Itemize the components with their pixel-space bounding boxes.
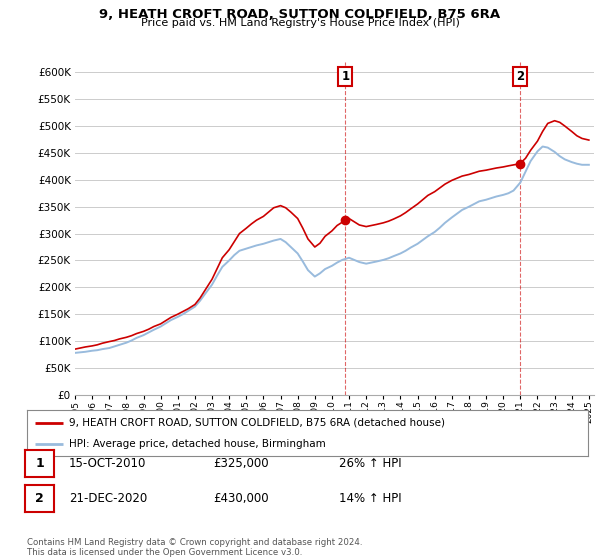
Text: 9, HEATH CROFT ROAD, SUTTON COLDFIELD, B75 6RA: 9, HEATH CROFT ROAD, SUTTON COLDFIELD, B… [100,8,500,21]
Text: 2: 2 [35,492,44,505]
Text: £430,000: £430,000 [213,492,269,505]
Text: 1: 1 [35,456,44,470]
Text: HPI: Average price, detached house, Birmingham: HPI: Average price, detached house, Birm… [69,439,326,449]
Text: 1: 1 [341,70,350,83]
Text: 2: 2 [516,70,524,83]
Text: 15-OCT-2010: 15-OCT-2010 [69,456,146,470]
Text: £325,000: £325,000 [213,456,269,470]
Text: Contains HM Land Registry data © Crown copyright and database right 2024.
This d: Contains HM Land Registry data © Crown c… [27,538,362,557]
Text: 26% ↑ HPI: 26% ↑ HPI [339,456,401,470]
Text: 14% ↑ HPI: 14% ↑ HPI [339,492,401,505]
Text: 9, HEATH CROFT ROAD, SUTTON COLDFIELD, B75 6RA (detached house): 9, HEATH CROFT ROAD, SUTTON COLDFIELD, B… [69,418,445,428]
Text: 21-DEC-2020: 21-DEC-2020 [69,492,147,505]
Text: Price paid vs. HM Land Registry's House Price Index (HPI): Price paid vs. HM Land Registry's House … [140,18,460,28]
